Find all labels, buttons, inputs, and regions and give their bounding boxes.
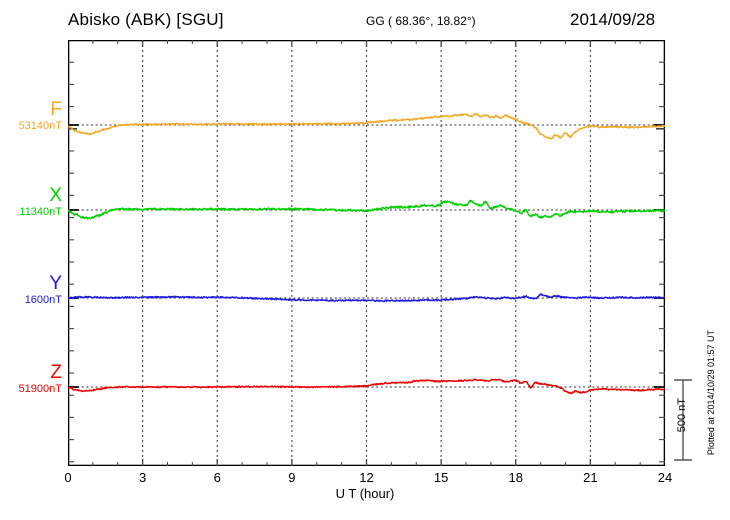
x-tick-label: 18 bbox=[508, 470, 523, 485]
x-tick-label: 24 bbox=[657, 470, 673, 485]
trace-letter-z: Z bbox=[50, 362, 62, 383]
geographic-coordinates: GG ( 68.36°, 18.82°) bbox=[366, 14, 476, 28]
trace-label-x: X 11340nT bbox=[0, 186, 62, 219]
trace-baseline-f: 53140nT bbox=[18, 120, 62, 132]
trace-label-f: F 53140nT bbox=[0, 100, 62, 133]
x-tick-label: 9 bbox=[288, 470, 296, 485]
trace-x bbox=[67, 199, 666, 220]
x-axis-title: U T (hour) bbox=[335, 486, 395, 501]
x-tick-label: 3 bbox=[139, 470, 147, 485]
magnetogram-plot-area bbox=[67, 39, 666, 467]
trace-letter-x: X bbox=[49, 185, 62, 206]
scale-bar-label: 500 nT bbox=[676, 398, 688, 433]
page-title: Abisko (ABK) [SGU] bbox=[68, 10, 224, 29]
trace-label-z: Z 51900nT bbox=[0, 363, 62, 396]
trace-z bbox=[67, 378, 666, 395]
trace-label-y: Y 1600nT bbox=[0, 274, 62, 307]
trace-letter-y: Y bbox=[49, 273, 62, 294]
x-tick-label: 21 bbox=[583, 470, 598, 485]
x-tick-label: 12 bbox=[359, 470, 374, 485]
x-tick-label: 15 bbox=[433, 470, 449, 485]
trace-baseline-z: 51900nT bbox=[18, 383, 62, 395]
x-tick-label: 6 bbox=[213, 470, 221, 485]
magnetogram-svg bbox=[67, 39, 666, 467]
scale-bar bbox=[674, 379, 692, 461]
trace-f bbox=[67, 112, 666, 140]
trace-baseline-y: 1600nT bbox=[24, 294, 62, 306]
trace-letter-f: F bbox=[50, 99, 62, 120]
plotted-timestamp: Plotted at 2014/10/29 01:57 UT bbox=[706, 330, 716, 456]
observation-date: 2014/09/28 bbox=[570, 10, 656, 29]
trace-y bbox=[67, 293, 666, 303]
x-tick-label: 0 bbox=[64, 470, 72, 485]
trace-baseline-x: 11340nT bbox=[19, 206, 62, 218]
